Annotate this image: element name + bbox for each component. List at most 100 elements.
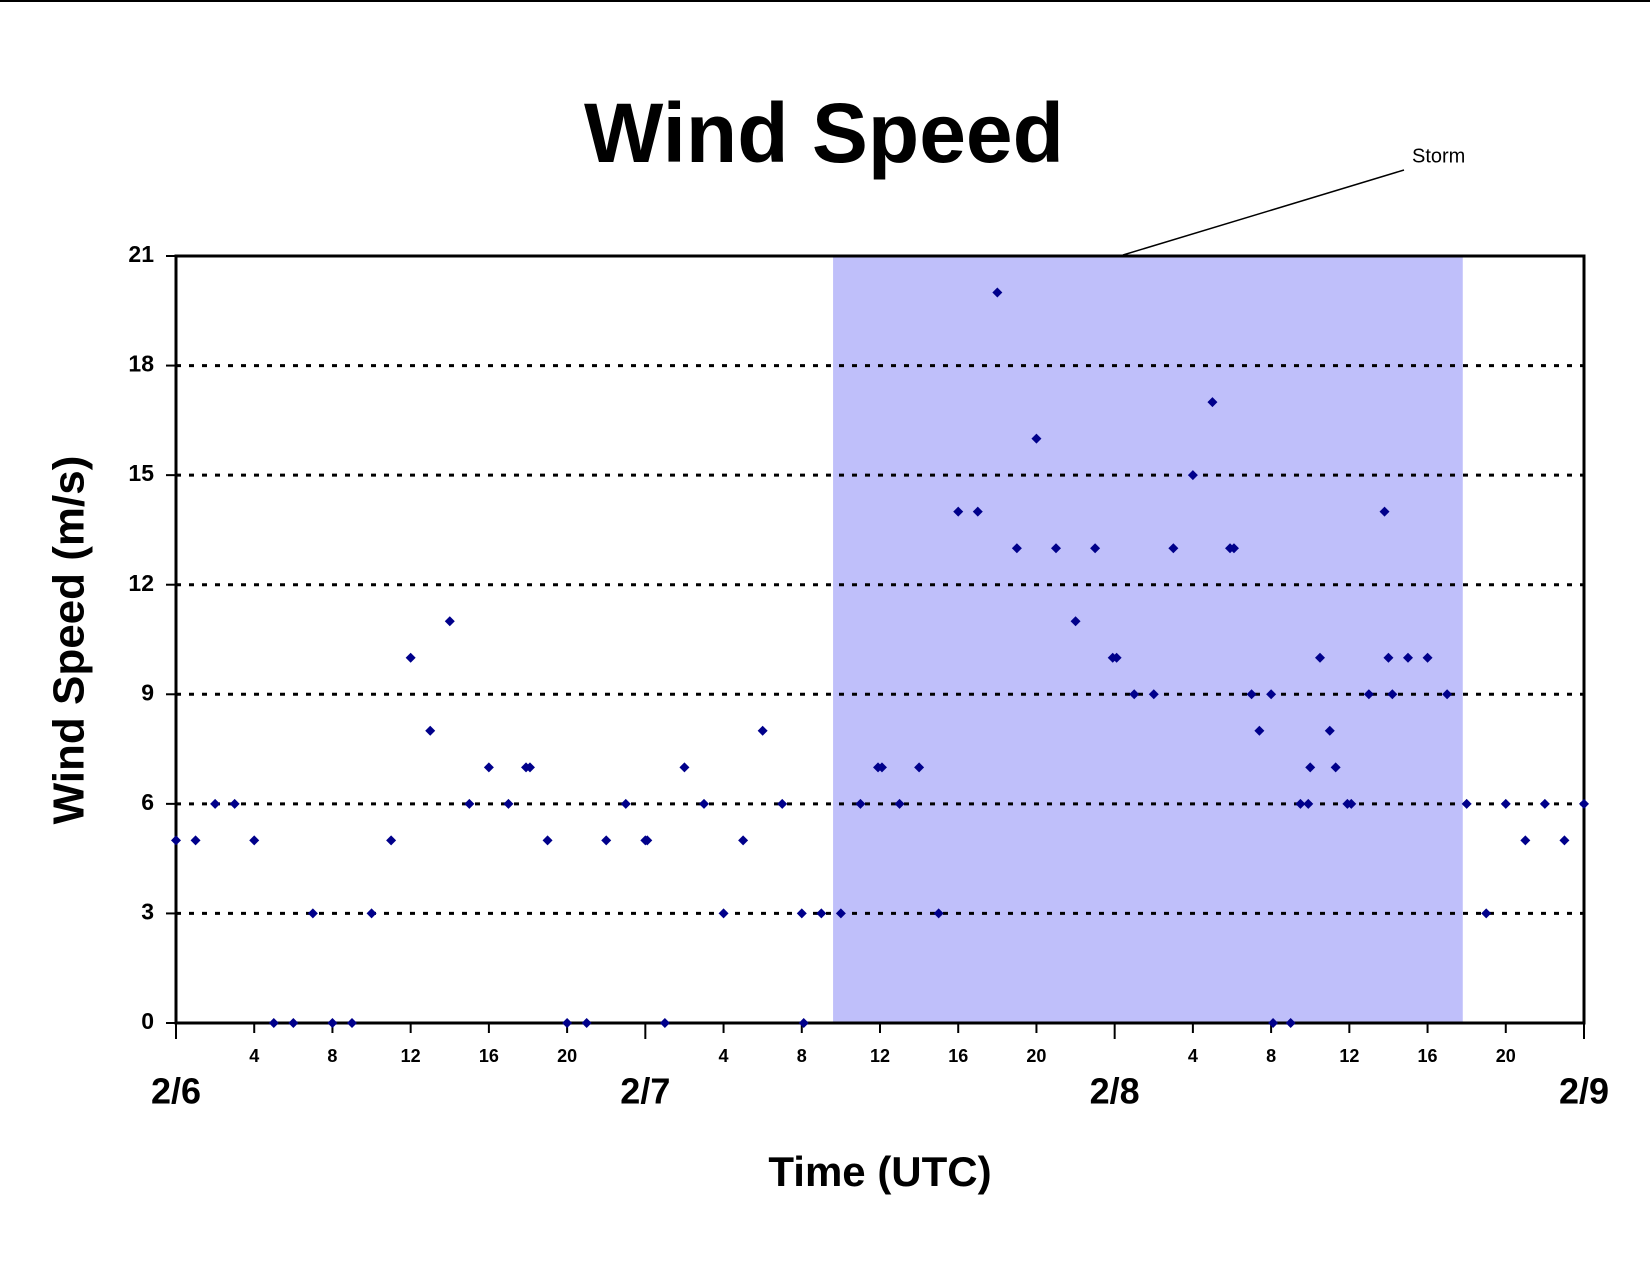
data-point [1129, 689, 1140, 700]
data-point [777, 798, 788, 809]
date-label: 2/6 [151, 1071, 201, 1112]
data-point [757, 725, 768, 736]
data-point [1346, 798, 1357, 809]
date-label: 2/8 [1090, 1071, 1140, 1112]
data-point [581, 1018, 592, 1028]
x-tick-label: 20 [1496, 1046, 1516, 1066]
x-tick-label: 20 [557, 1046, 577, 1066]
data-point [171, 835, 181, 846]
y-tick-label: 21 [128, 241, 154, 267]
data-point [1295, 798, 1306, 809]
data-point [1461, 798, 1472, 809]
data-point [953, 506, 964, 517]
data-point [1520, 835, 1531, 846]
data-point [1403, 652, 1413, 663]
data-point [1500, 798, 1511, 809]
y-axis-label: Wind Speed (m/s) [45, 456, 94, 825]
data-point [1051, 543, 1061, 554]
data-point [1324, 725, 1335, 736]
data-point [405, 652, 416, 663]
data-point [542, 835, 553, 846]
data-point [894, 798, 905, 809]
data-point [1315, 652, 1325, 663]
data-point [914, 762, 925, 773]
x-tick-label: 12 [401, 1046, 421, 1066]
data-point [1539, 798, 1550, 809]
data-point [1011, 543, 1022, 554]
data-point [1111, 652, 1122, 663]
data-point [307, 908, 318, 919]
data-point [1330, 762, 1341, 773]
data-point [1268, 1018, 1279, 1028]
data-point [386, 835, 397, 846]
data-point [1187, 470, 1198, 481]
data-point [642, 835, 653, 846]
data-point [229, 798, 240, 809]
data-point [1148, 689, 1159, 700]
y-tick-label: 0 [141, 1008, 154, 1034]
x-tick-label: 16 [948, 1046, 968, 1066]
data-point [699, 798, 709, 809]
data-point [1266, 689, 1277, 700]
data-point [327, 1018, 338, 1028]
data-point [562, 1018, 573, 1028]
data-point [1305, 762, 1316, 773]
date-label: 2/9 [1559, 1071, 1609, 1112]
data-point [1422, 652, 1433, 663]
data-point [210, 798, 221, 809]
data-point [1228, 543, 1239, 554]
data-point [1379, 506, 1390, 517]
data-point [503, 798, 514, 809]
data-point [796, 908, 807, 919]
y-tick-label: 3 [141, 899, 154, 925]
y-tick-label: 12 [128, 570, 154, 596]
data-point [249, 835, 260, 846]
data-point [855, 798, 866, 809]
data-point [835, 908, 846, 919]
data-point [1254, 725, 1265, 736]
x-tick-label: 12 [1339, 1046, 1359, 1066]
y-tick-label: 18 [128, 351, 154, 377]
data-point [1303, 798, 1314, 809]
data-point [444, 616, 455, 627]
data-point [1559, 835, 1570, 846]
data-point [933, 908, 944, 919]
data-point [816, 908, 827, 919]
plot-frame [174, 254, 1586, 1025]
x-tick-label: 8 [1266, 1046, 1276, 1066]
x-tick-label: 20 [1026, 1046, 1046, 1066]
x-tick-label: 16 [479, 1046, 499, 1066]
data-point [601, 835, 612, 846]
data-point [1442, 689, 1453, 700]
storm-label: Storm [1412, 145, 1465, 167]
data-point [1168, 543, 1179, 554]
data-point [1207, 397, 1218, 408]
x-tick-label: 8 [797, 1046, 807, 1066]
data-point [483, 762, 494, 773]
data-point [1090, 543, 1101, 554]
data-point [1285, 1018, 1296, 1028]
chart-title: Wind Speed [584, 86, 1064, 180]
data-point [288, 1018, 299, 1028]
x-tick-label: 4 [719, 1046, 729, 1066]
data-point [347, 1018, 357, 1028]
y-tick-label: 9 [141, 679, 154, 705]
data-point [268, 1018, 279, 1028]
data-point [972, 506, 983, 517]
storm-pointer [1122, 169, 1405, 256]
data-point [876, 762, 887, 773]
data-point [1363, 689, 1374, 700]
y-tick-label: 6 [141, 789, 154, 815]
date-label: 2/7 [620, 1071, 670, 1112]
data-point [620, 798, 631, 809]
data-point [1383, 652, 1394, 663]
data-point [1070, 616, 1081, 627]
x-tick-label: 16 [1418, 1046, 1438, 1066]
data-point [1481, 908, 1492, 919]
data-point [1246, 689, 1257, 700]
data-point [679, 762, 690, 773]
data-point [464, 798, 475, 809]
data-point [798, 1018, 809, 1028]
data-point [366, 908, 377, 919]
